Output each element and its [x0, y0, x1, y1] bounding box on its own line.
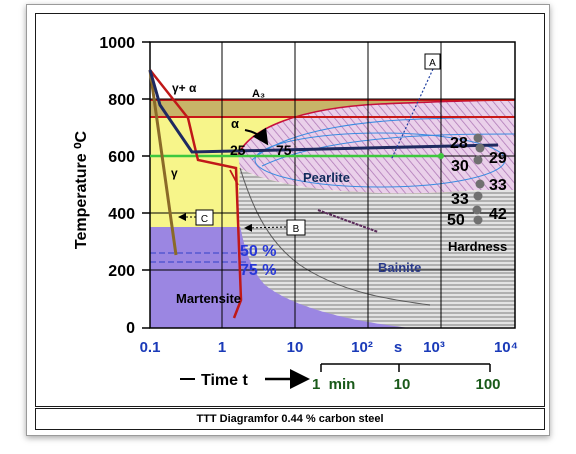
- martensite-label: Martensite: [176, 291, 241, 306]
- ms-75-label: 75 %: [240, 262, 276, 279]
- cooling-curve-b: [149, 69, 243, 319]
- hardness-title: Hardness: [448, 239, 507, 254]
- plot-border: [149, 41, 516, 329]
- pct-25-label: 25: [230, 142, 246, 158]
- callout-a-box: [424, 53, 441, 70]
- y-tick: 1000: [99, 35, 135, 52]
- hardness-value: 33: [451, 191, 469, 208]
- ms-50-label: 50 %: [240, 243, 276, 260]
- y-tick-labels: 1000 800 600 400 200 0: [99, 35, 135, 337]
- x-tick: 10⁴: [494, 339, 518, 356]
- x-tick: 1: [218, 339, 226, 356]
- hardness-value: 33: [489, 177, 507, 194]
- minute-tick: 10: [394, 376, 411, 393]
- green-isotherm-end: [438, 153, 444, 159]
- hardness-value: 28: [450, 135, 468, 152]
- callout-b-leader: [244, 223, 287, 232]
- pct-75-label: 75: [276, 142, 292, 158]
- hardness-value: 42: [489, 206, 507, 223]
- bainite-boundary: [239, 167, 431, 306]
- callout-a-leader: [391, 68, 434, 159]
- y-tick: 800: [108, 92, 135, 109]
- x-tick: 0.1: [140, 339, 161, 356]
- hardness-value: 50: [447, 212, 465, 229]
- gamma-alpha-label: γ+ α: [172, 81, 197, 95]
- cooling-curve-c: [148, 69, 178, 256]
- callout-a-label: A: [429, 58, 436, 69]
- x-tick: 10²: [351, 339, 373, 356]
- y-tick: 200: [108, 263, 135, 280]
- pearlite-label: Pearlite: [303, 170, 350, 185]
- callout-c-box: [195, 209, 214, 226]
- x-tick-labels: 0.1 1 10 10² 10³ 10⁴: [140, 339, 518, 356]
- figure-caption: TTT Diagramfor 0.44 % carbon steel: [35, 408, 545, 430]
- alpha-label: α: [231, 116, 239, 131]
- pearlite-outline: [254, 132, 506, 188]
- x-tick: 10: [287, 339, 304, 356]
- x-tick: 10³: [423, 339, 445, 356]
- y-tick: 600: [108, 149, 135, 166]
- minute-scale: [320, 363, 491, 372]
- x-axis-label: Time t: [201, 372, 249, 389]
- gamma-label: γ: [171, 166, 178, 180]
- minute-tick: 100: [475, 376, 500, 393]
- hardness-markers: [472, 133, 485, 225]
- curve-b-branch: [229, 169, 239, 186]
- minute-tick: 1 min: [312, 376, 355, 393]
- callout-b-label: B: [293, 224, 300, 235]
- bainite-zone: [238, 168, 515, 328]
- y-axis-label: Temperature ⁰C: [73, 130, 90, 249]
- callout-b-box: [286, 219, 306, 236]
- y-tick: 0: [126, 320, 135, 337]
- y-tick: 400: [108, 206, 135, 223]
- bainite-label: Bainite: [378, 260, 421, 275]
- alpha-arrow: [244, 127, 269, 146]
- hardness-value: 29: [489, 150, 507, 167]
- hardness-value: 30: [451, 158, 469, 175]
- cooling-curve-a: [148, 69, 499, 154]
- a3-label: A₃: [252, 88, 265, 100]
- bainite-nose-line: [317, 209, 379, 233]
- y-tick-marks: [142, 41, 150, 329]
- callout-c-label: C: [201, 214, 208, 225]
- x-unit-label: s: [394, 339, 402, 356]
